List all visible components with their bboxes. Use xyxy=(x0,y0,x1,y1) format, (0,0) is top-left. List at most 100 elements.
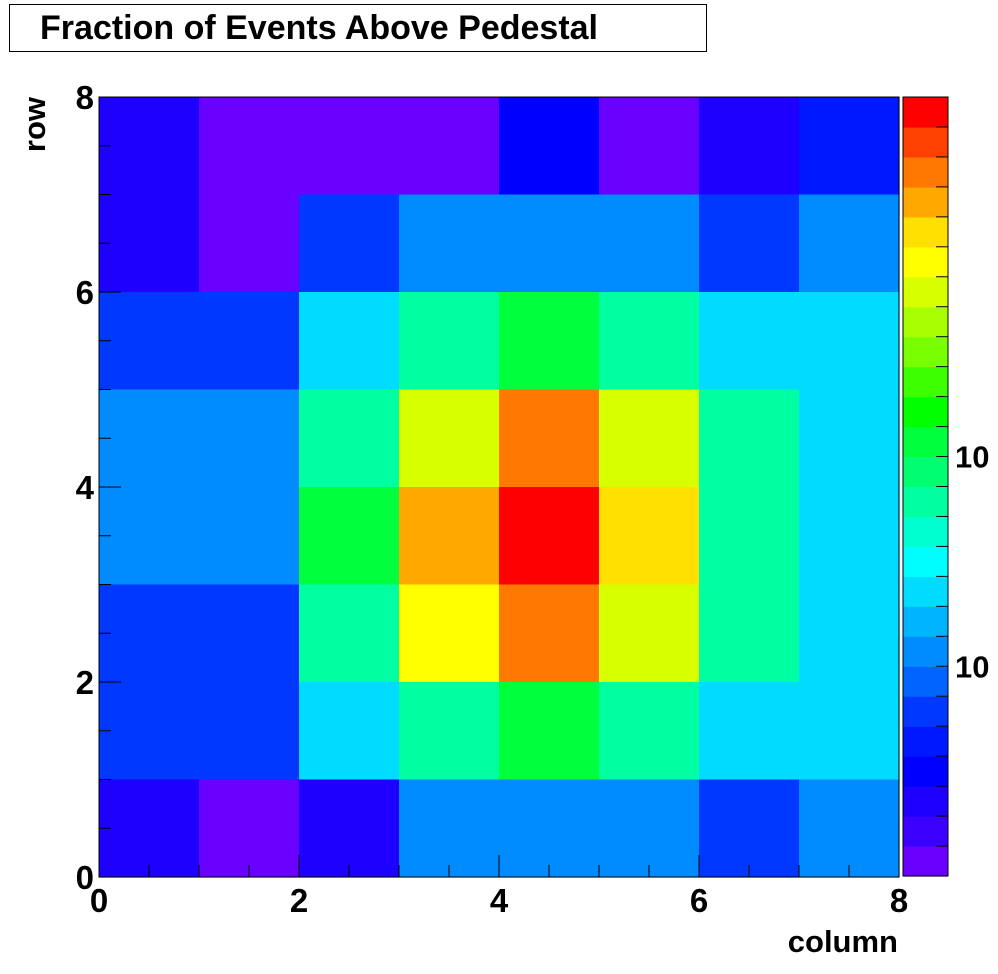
color-scale-swatch xyxy=(903,246,948,278)
heatmap-cell xyxy=(499,292,600,391)
color-scale-label: 10 xyxy=(955,649,989,684)
heatmap-cell xyxy=(499,487,600,586)
color-scale-swatch xyxy=(903,816,948,847)
color-scale-swatch xyxy=(903,126,948,158)
heatmap-cell xyxy=(399,682,500,781)
heatmap-cell xyxy=(599,487,700,586)
heatmap-cell xyxy=(299,779,400,878)
heatmap-cell xyxy=(299,487,400,586)
color-scale-swatch xyxy=(903,306,948,338)
color-scale-swatch xyxy=(903,366,948,398)
plot-frame xyxy=(98,96,900,878)
color-scale-swatch xyxy=(903,546,948,577)
chart-title: Fraction of Events Above Pedestal xyxy=(9,4,707,52)
y-tick-label: 4 xyxy=(76,469,95,506)
heatmap-cell xyxy=(299,292,400,391)
x-tick-label: 8 xyxy=(890,882,908,919)
heatmap-cell xyxy=(599,682,700,781)
y-tick-label: 6 xyxy=(76,274,94,311)
color-scale-swatch xyxy=(903,846,948,877)
y-axis-title: row xyxy=(17,96,52,152)
heatmap-cell xyxy=(299,682,400,781)
color-scale-swatch xyxy=(903,156,948,188)
color-scale-swatch xyxy=(903,696,948,727)
heatmap-cell xyxy=(499,389,600,488)
heatmap-cell xyxy=(499,194,600,293)
heatmap-cell xyxy=(299,97,400,196)
heatmap-cell xyxy=(399,584,500,683)
heatmap-cell xyxy=(199,487,300,586)
heatmap-cell xyxy=(99,97,200,196)
x-tick-label: 2 xyxy=(290,882,308,919)
color-scale-swatch xyxy=(903,97,948,128)
heatmap-cell xyxy=(599,779,700,878)
heatmap-cell xyxy=(99,682,200,781)
color-scale-swatch xyxy=(903,456,948,488)
color-scale-swatch xyxy=(903,396,948,428)
x-tick-label: 4 xyxy=(490,882,509,919)
heatmap-cell xyxy=(799,779,900,878)
color-scale-swatch xyxy=(903,486,948,518)
heatmap-cell xyxy=(199,682,300,781)
heatmap-cell xyxy=(299,389,400,488)
color-scale-bar xyxy=(902,96,949,877)
heatmap-cell xyxy=(799,97,900,196)
heatmap-cell xyxy=(99,487,200,586)
color-scale-swatch xyxy=(903,576,948,607)
heatmap-cell xyxy=(799,487,900,586)
heatmap-cell xyxy=(399,194,500,293)
heatmap-cell xyxy=(399,487,500,586)
heatmap-cell xyxy=(199,389,300,488)
color-scale-frame xyxy=(902,96,949,877)
heatmap-cell xyxy=(99,292,200,391)
heatmap-cell xyxy=(399,292,500,391)
y-tick-label: 0 xyxy=(76,859,94,896)
y-tick-label: 8 xyxy=(76,79,94,116)
x-tick-labels: 0 2 4 6 8 xyxy=(90,882,908,919)
heatmap-cell xyxy=(799,682,900,781)
heatmap-cell xyxy=(499,97,600,196)
heatmap-cell xyxy=(499,584,600,683)
heatmap-cell xyxy=(699,292,800,391)
color-scale-label: 10 xyxy=(955,440,989,475)
heatmap-cell xyxy=(799,584,900,683)
y-tick-label: 2 xyxy=(76,664,94,701)
heatmap-cell xyxy=(699,682,800,781)
y-tick-labels: 0 2 4 6 8 xyxy=(76,79,95,896)
color-scale-swatch xyxy=(903,756,948,787)
heatmap-cell xyxy=(799,194,900,293)
heatmap-cell xyxy=(699,194,800,293)
x-tick-label: 0 xyxy=(90,882,108,919)
heatmap-cells xyxy=(99,97,900,878)
heatmap-cell xyxy=(399,389,500,488)
heatmap-cell xyxy=(599,292,700,391)
heatmap-cell xyxy=(199,779,300,878)
color-scale-swatch xyxy=(903,336,948,368)
color-scale-swatch xyxy=(903,606,948,637)
heatmap-cell xyxy=(99,389,200,488)
heatmap-cell xyxy=(399,779,500,878)
heatmap-cell xyxy=(99,194,200,293)
color-scale-swatch xyxy=(903,186,948,218)
heatmap-cell xyxy=(499,682,600,781)
color-scale-swatch xyxy=(903,426,948,458)
color-scale-swatch xyxy=(903,216,948,248)
color-scale-swatch xyxy=(903,636,948,667)
heatmap-cell xyxy=(399,97,500,196)
heatmap-cell xyxy=(599,389,700,488)
heatmap-cell xyxy=(199,584,300,683)
color-scale-swatch xyxy=(903,276,948,308)
heatmap-cell xyxy=(799,389,900,488)
heatmap-cell xyxy=(799,292,900,391)
color-scale-swatch xyxy=(903,786,948,817)
color-scale-swatch xyxy=(903,666,948,697)
heatmap-cell xyxy=(699,779,800,878)
heatmap-cell xyxy=(699,389,800,488)
heatmap-cell xyxy=(599,584,700,683)
heatmap-cell xyxy=(99,584,200,683)
heatmap-cell xyxy=(199,194,300,293)
color-scale-swatch xyxy=(903,516,948,548)
heatmap-cell xyxy=(99,779,200,878)
